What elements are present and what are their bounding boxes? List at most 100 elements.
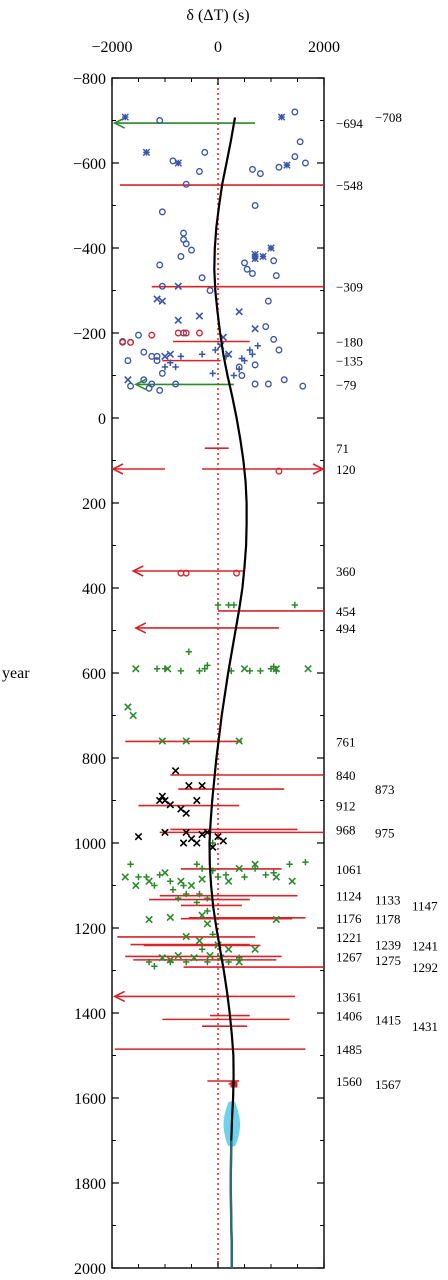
cross-marker bbox=[193, 839, 201, 847]
y-tick-label: −800 bbox=[73, 71, 106, 88]
x-axis-title: δ (ΔT) (s) bbox=[186, 7, 249, 24]
cross-marker bbox=[182, 932, 190, 941]
circle-marker bbox=[177, 253, 185, 260]
cross-marker bbox=[224, 945, 233, 954]
cross-marker bbox=[288, 877, 296, 886]
circle-marker bbox=[140, 348, 148, 356]
year-label: 840 bbox=[336, 768, 356, 783]
circle-marker bbox=[291, 108, 299, 116]
cross-marker bbox=[158, 953, 167, 962]
circle-marker bbox=[262, 323, 270, 331]
plus-marker bbox=[254, 342, 261, 349]
plus-marker bbox=[167, 878, 174, 885]
plus-marker bbox=[204, 958, 211, 966]
circle-marker bbox=[206, 287, 214, 294]
cross-marker bbox=[124, 375, 132, 384]
y-tick-label: 800 bbox=[82, 751, 106, 768]
year-label: 454 bbox=[336, 604, 356, 619]
cross-marker bbox=[174, 951, 183, 960]
cross-marker bbox=[240, 664, 249, 673]
plus-marker bbox=[198, 865, 206, 872]
circle-marker bbox=[270, 257, 278, 265]
circle-marker bbox=[195, 168, 203, 175]
limit-arrow bbox=[312, 463, 325, 475]
year-label: 1267 bbox=[336, 949, 363, 964]
circle-marker bbox=[182, 329, 190, 337]
star-marker bbox=[174, 159, 182, 167]
cross-marker bbox=[158, 297, 167, 305]
year-label: 1292 bbox=[412, 960, 438, 975]
plus-marker bbox=[196, 667, 203, 675]
plus-marker bbox=[230, 372, 238, 379]
limit-arrow bbox=[112, 990, 126, 1003]
cross-marker bbox=[155, 796, 164, 805]
year-label: 71 bbox=[336, 441, 349, 456]
star-marker bbox=[259, 252, 267, 261]
circle-marker bbox=[124, 357, 132, 365]
circle-marker bbox=[119, 338, 127, 346]
cross-marker bbox=[124, 703, 132, 711]
year-label: 1567 bbox=[375, 1077, 402, 1092]
plus-marker bbox=[196, 890, 203, 898]
circle-marker bbox=[251, 202, 259, 209]
year-label: 873 bbox=[375, 782, 395, 797]
circle-marker bbox=[153, 357, 161, 365]
year-label: 1061 bbox=[336, 862, 362, 877]
y-tick-label: 200 bbox=[82, 496, 106, 513]
circle-marker bbox=[251, 361, 259, 369]
circle-marker bbox=[182, 569, 190, 577]
circle-marker bbox=[156, 261, 164, 269]
circle-marker bbox=[248, 270, 256, 277]
plus-marker bbox=[230, 601, 238, 609]
year-annotations: −694 −708 −548 −309 −180 −135 −79 71 120 360 454 49… bbox=[336, 110, 438, 1092]
year-label: 494 bbox=[336, 621, 356, 636]
year-label: 1415 bbox=[375, 1012, 401, 1027]
cross-marker bbox=[224, 877, 233, 886]
cross-marker bbox=[161, 352, 169, 361]
plus-marker bbox=[214, 601, 222, 609]
limit-arrow bbox=[112, 117, 126, 129]
plus-marker bbox=[214, 873, 222, 881]
cross-marker bbox=[235, 958, 243, 966]
circle-marker bbox=[198, 274, 206, 282]
modern-curve-segment bbox=[229, 1140, 234, 1268]
circle-marker bbox=[156, 117, 164, 124]
circle-marker bbox=[158, 369, 166, 377]
plus-marker bbox=[183, 958, 190, 966]
circle-marker bbox=[280, 376, 288, 384]
plus-marker bbox=[241, 873, 248, 881]
plus-marker bbox=[185, 648, 193, 655]
star-marker bbox=[142, 148, 151, 157]
circle-marker bbox=[233, 569, 240, 577]
y-tick-label: −200 bbox=[73, 326, 106, 343]
plus-marker bbox=[222, 871, 230, 879]
cross-marker bbox=[182, 828, 190, 837]
circle-marker bbox=[275, 467, 283, 475]
year-label: −694 bbox=[336, 116, 363, 131]
cross-marker bbox=[198, 830, 206, 839]
cross-marker bbox=[235, 307, 243, 316]
year-label: 1275 bbox=[375, 953, 401, 968]
plus-marker bbox=[183, 890, 190, 898]
year-label: −548 bbox=[336, 178, 363, 193]
circle-marker bbox=[291, 153, 299, 161]
plus-marker bbox=[161, 363, 169, 371]
year-label: −708 bbox=[375, 110, 402, 125]
circle-marker bbox=[182, 180, 190, 188]
circle-marker bbox=[174, 329, 182, 337]
year-label: 912 bbox=[336, 799, 356, 814]
plus-marker bbox=[225, 958, 232, 966]
circle-marker bbox=[238, 372, 246, 379]
y-tick-label: 1600 bbox=[74, 1091, 106, 1108]
circle-marker bbox=[275, 163, 283, 171]
cross-marker bbox=[182, 737, 190, 745]
year-label: 120 bbox=[336, 462, 356, 477]
cross-marker bbox=[158, 737, 167, 745]
plus-marker bbox=[169, 886, 177, 893]
year-label: 1361 bbox=[336, 989, 362, 1004]
cross-marker bbox=[272, 873, 281, 881]
circle-marker bbox=[302, 159, 309, 167]
cross-marker bbox=[235, 737, 243, 745]
year-label: 1241 bbox=[412, 938, 438, 953]
cross-marker bbox=[166, 913, 175, 922]
